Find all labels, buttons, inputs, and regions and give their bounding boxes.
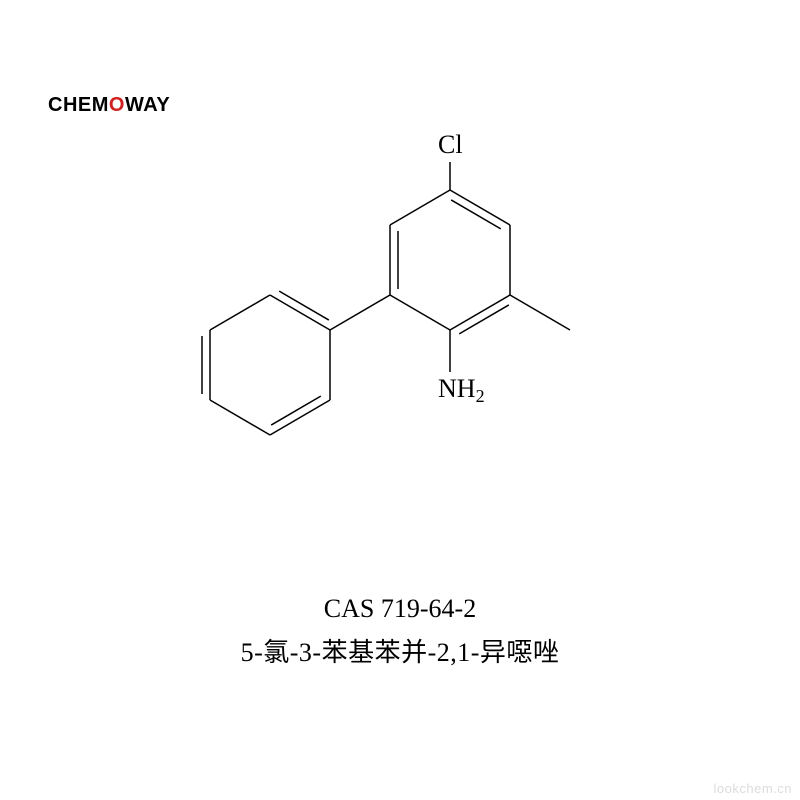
structure-svg [170,130,630,490]
logo-post: WAY [125,94,170,116]
logo-pre: CHEM [48,94,109,116]
cas-number: CAS 719-64-2 [0,594,800,624]
chemical-structure: Cl NH2 [170,130,630,495]
brand-logo: CHEMOWAY [48,94,170,117]
logo-accent: O [109,94,125,116]
atom-label-cl: Cl [438,130,463,160]
compound-name: 5-氯-3-苯基苯并-2,1-异噁唑 [0,632,800,669]
watermark: lookchem.cn [714,781,792,796]
atom-label-n: NH2 [438,374,485,404]
